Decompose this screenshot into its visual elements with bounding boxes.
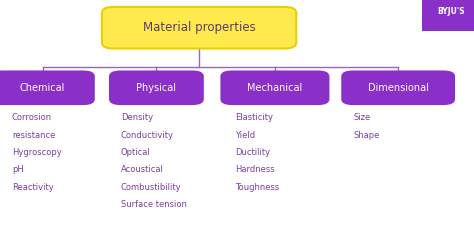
Text: Toughness: Toughness [235, 183, 279, 191]
FancyBboxPatch shape [102, 7, 296, 49]
Text: Conductivity: Conductivity [121, 131, 174, 140]
Text: Size: Size [353, 113, 370, 122]
Text: Chemical: Chemical [20, 83, 65, 93]
FancyBboxPatch shape [0, 70, 95, 105]
Text: Ductility: Ductility [235, 148, 270, 157]
Text: Surface tension: Surface tension [121, 200, 187, 209]
Text: Yield: Yield [235, 131, 255, 140]
Text: Acoustical: Acoustical [121, 165, 164, 174]
FancyBboxPatch shape [109, 70, 204, 105]
Text: BYJU'S: BYJU'S [437, 7, 465, 16]
Text: Combustibility: Combustibility [121, 183, 182, 191]
Text: Reactivity: Reactivity [12, 183, 54, 191]
Text: Physical: Physical [137, 83, 176, 93]
Text: Mechanical: Mechanical [247, 83, 302, 93]
Text: Material properties: Material properties [143, 21, 255, 34]
Text: Dimensional: Dimensional [368, 83, 428, 93]
Text: resistance: resistance [12, 131, 55, 140]
Text: Hardness: Hardness [235, 165, 274, 174]
FancyBboxPatch shape [341, 70, 455, 105]
Text: Hygroscopy: Hygroscopy [12, 148, 62, 157]
Text: Optical: Optical [121, 148, 151, 157]
FancyBboxPatch shape [220, 70, 329, 105]
Text: Elasticity: Elasticity [235, 113, 273, 122]
Text: Density: Density [121, 113, 153, 122]
Text: Corrosion: Corrosion [12, 113, 52, 122]
Text: pH: pH [12, 165, 24, 174]
Text: Shape: Shape [353, 131, 380, 140]
